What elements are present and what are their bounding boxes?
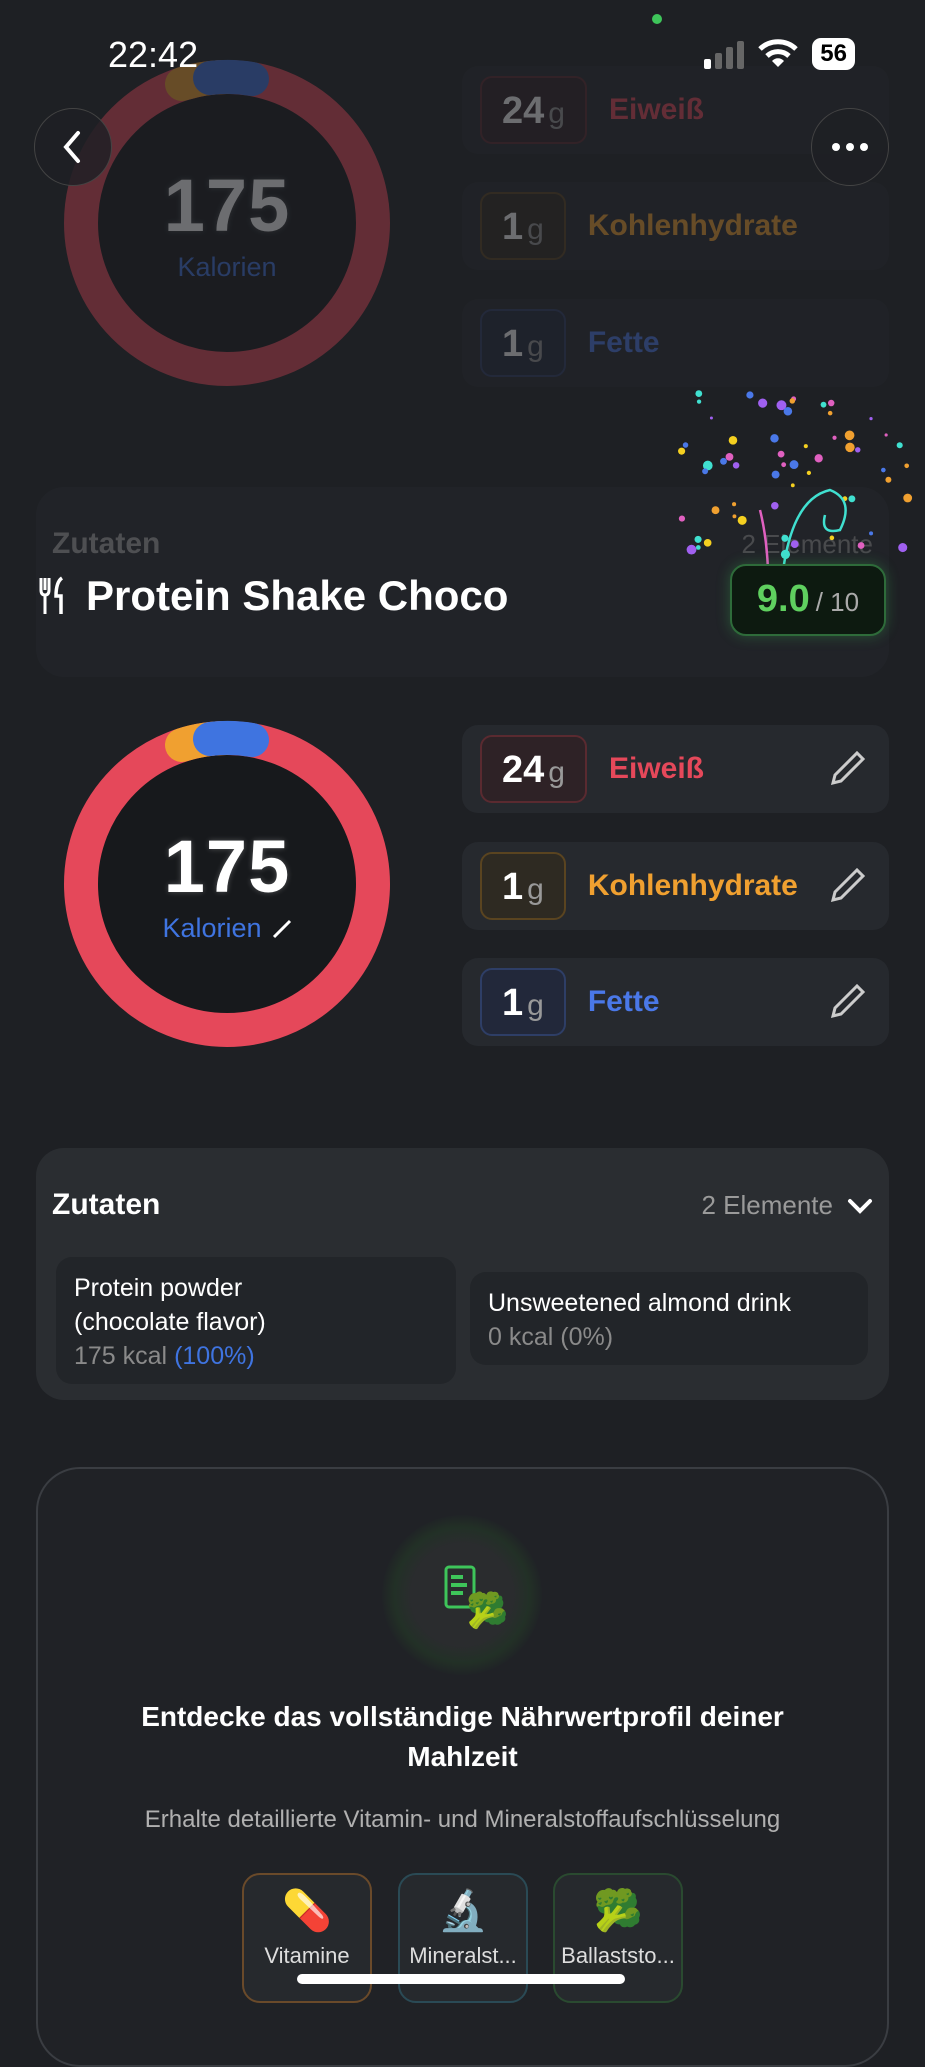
signal-icon (704, 39, 745, 69)
svg-text:🥦: 🥦 (466, 1590, 508, 1631)
confetti-piece (771, 501, 779, 510)
confetti-piece (898, 543, 908, 553)
confetti-piece (832, 435, 837, 440)
confetti-piece (904, 463, 910, 469)
calories-value: 175 (163, 825, 291, 908)
confetti-piece (844, 430, 855, 441)
confetti-piece (720, 457, 727, 465)
calorie-ring-faded: 175 Kalorien (62, 58, 392, 388)
pencil-icon[interactable] (827, 749, 867, 789)
confetti-piece (790, 483, 795, 488)
confetti-piece (820, 401, 827, 408)
confetti-piece (678, 515, 686, 522)
confetti-piece (695, 545, 701, 550)
confetti-piece (711, 506, 720, 515)
confetti-piece (869, 417, 873, 421)
status-time: 22:42 (108, 34, 199, 75)
confetti-piece (728, 436, 738, 445)
microscope-icon: 🔬 (438, 1889, 488, 1933)
confetti-piece (827, 410, 833, 416)
broccoli-icon: 🥦 (593, 1889, 643, 1933)
confetti-piece (869, 531, 874, 536)
confetti-piece (702, 468, 709, 475)
promo-heading: Entdecke das vollständige Nährwertprofil… (141, 1701, 784, 1772)
confetti-piece (732, 502, 737, 507)
fork-knife-icon (39, 576, 64, 614)
chevron-left-icon (63, 131, 80, 163)
nutrition-report-icon: 🥦 (382, 1515, 542, 1675)
confetti-piece (725, 453, 734, 461)
home-indicator[interactable] (297, 1974, 625, 1984)
macro-carbs[interactable]: 1 g Kohlenhydrate (462, 842, 889, 930)
confetti-piece (770, 434, 779, 443)
confetti-piece (686, 544, 697, 555)
pencil-icon[interactable] (827, 982, 867, 1022)
meal-score-badge[interactable]: 9.0/ 10 (730, 564, 886, 636)
battery-icon: 56 (812, 38, 855, 70)
chevron-down-icon (848, 1198, 872, 1214)
confetti-piece (881, 467, 886, 473)
status-icons: 56 (704, 38, 855, 70)
confetti-piece (806, 470, 812, 475)
confetti-piece (777, 450, 785, 458)
pencil-icon[interactable] (827, 866, 867, 906)
confetti-piece (855, 447, 861, 453)
back-button[interactable] (34, 108, 112, 186)
confetti-piece (884, 433, 888, 437)
confetti-piece (827, 399, 835, 407)
confetti-piece (781, 534, 789, 542)
confetti-piece (781, 462, 787, 468)
confetti-piece (829, 535, 835, 541)
confetti-piece (885, 476, 892, 483)
confetti-piece (758, 398, 768, 408)
confetti-piece (771, 470, 780, 479)
ingredients-title: Zutaten (52, 1188, 161, 1221)
calorie-ring: 175 Kalorien (62, 719, 392, 1049)
pencil-icon (272, 919, 291, 938)
confetti-piece (709, 416, 713, 420)
confetti-piece (732, 514, 737, 519)
confetti-piece (732, 462, 740, 469)
ingredient-item[interactable]: Unsweetened almond drink 0 kcal (0%) (470, 1272, 868, 1365)
confetti-piece (703, 539, 712, 547)
confetti-piece (695, 390, 703, 397)
confetti-piece (803, 444, 808, 449)
promo-subtitle: Erhalte detaillierte Vitamin- und Minera… (144, 1806, 781, 1833)
wifi-icon (758, 39, 799, 67)
confetti-piece (678, 447, 686, 455)
confetti-piece (848, 495, 856, 503)
confetti-piece (845, 442, 855, 453)
confetti-piece (896, 442, 903, 449)
macro-protein[interactable]: 24 g Eiweiß (462, 725, 889, 813)
confetti-piece (746, 391, 754, 399)
edit-calories-button[interactable]: Kalorien (162, 913, 291, 944)
confetti-piece (814, 454, 823, 463)
confetti-piece (694, 535, 702, 543)
confetti-piece (789, 460, 799, 470)
confetti-piece (682, 442, 689, 448)
more-options-button[interactable] (811, 108, 889, 186)
confetti-piece (789, 398, 796, 404)
macro-fat[interactable]: 1 g Fette (462, 958, 889, 1046)
confetti-piece (702, 460, 713, 471)
confetti-piece (783, 406, 793, 416)
confetti-piece (696, 399, 702, 404)
meal-title: Protein Shake Choco (38, 572, 508, 620)
pill-icon: 💊 (282, 1889, 332, 1933)
privacy-indicator (652, 14, 662, 24)
confetti-piece (776, 400, 787, 411)
confetti-piece (737, 515, 747, 525)
ingredient-item[interactable]: Protein powder (chocolate flavor) 175 kca… (56, 1257, 456, 1384)
confetti-piece (790, 540, 799, 548)
more-icon (832, 143, 868, 151)
confetti-piece (857, 542, 865, 549)
confetti-piece (903, 493, 913, 503)
ingredients-toggle[interactable]: 2 Elemente (701, 1190, 873, 1221)
